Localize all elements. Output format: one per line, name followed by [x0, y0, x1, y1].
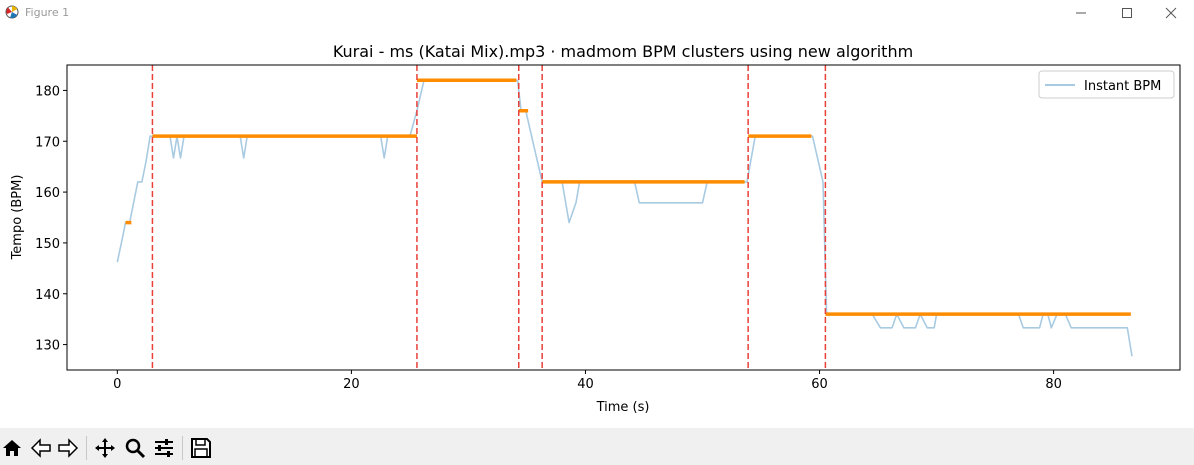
x-tick-label: 20: [343, 377, 360, 392]
home-button[interactable]: [0, 436, 24, 460]
y-tick-label: 170: [35, 135, 60, 150]
legend-label-instant: Instant BPM: [1084, 79, 1161, 94]
move-icon: [95, 438, 115, 458]
x-tick-label: 0: [113, 377, 121, 392]
forward-button[interactable]: [56, 436, 80, 460]
minimize-icon: [1076, 12, 1086, 14]
bpm-chart: Kurai - ms (Katai Mix).mp3 · madmom BPM …: [10, 42, 1181, 415]
y-tick-label: 160: [35, 186, 60, 201]
figure-canvas[interactable]: Kurai - ms (Katai Mix).mp3 · madmom BPM …: [0, 26, 1194, 428]
matplotlib-figure-icon: [5, 5, 19, 19]
configure-subplots-button[interactable]: [152, 436, 176, 460]
x-tick-label: 40: [577, 377, 594, 392]
back-button[interactable]: [29, 436, 53, 460]
arrow-left-icon: [30, 438, 51, 458]
zoom-button[interactable]: [123, 436, 147, 460]
home-icon: [3, 440, 21, 456]
x-tick-label: 60: [811, 377, 828, 392]
chart-title: Kurai - ms (Katai Mix).mp3 · madmom BPM …: [333, 42, 913, 61]
toolbar-separator: [86, 436, 87, 460]
y-tick-label: 180: [35, 84, 60, 99]
arrow-right-icon: [58, 438, 79, 458]
save-button[interactable]: [189, 436, 213, 460]
sliders-icon: [155, 439, 173, 457]
axes-frame: [66, 64, 1181, 371]
y-tick-label: 150: [35, 237, 60, 252]
close-button[interactable]: [1148, 0, 1194, 26]
navigation-toolbar: [0, 428, 1194, 465]
toolbar-separator: [182, 436, 183, 460]
window-title: Figure 1: [25, 6, 70, 19]
y-axis-label: Tempo (BPM): [10, 175, 25, 261]
maximize-icon: [1122, 8, 1132, 18]
x-axis-label: Time (s): [596, 400, 650, 415]
y-tick-label: 130: [35, 339, 60, 354]
y-tick-label: 140: [35, 288, 60, 303]
legend-box: [1038, 70, 1175, 99]
floppy-disk-icon: [191, 438, 211, 458]
legend: Instant BPM: [1038, 70, 1175, 99]
magnifier-icon: [125, 438, 146, 459]
close-icon: [1165, 7, 1177, 19]
maximize-button[interactable]: [1104, 0, 1150, 26]
minimize-button[interactable]: [1058, 0, 1104, 26]
pan-button[interactable]: [93, 436, 117, 460]
window-titlebar: Figure 1: [0, 0, 1194, 26]
x-tick-label: 80: [1045, 377, 1062, 392]
